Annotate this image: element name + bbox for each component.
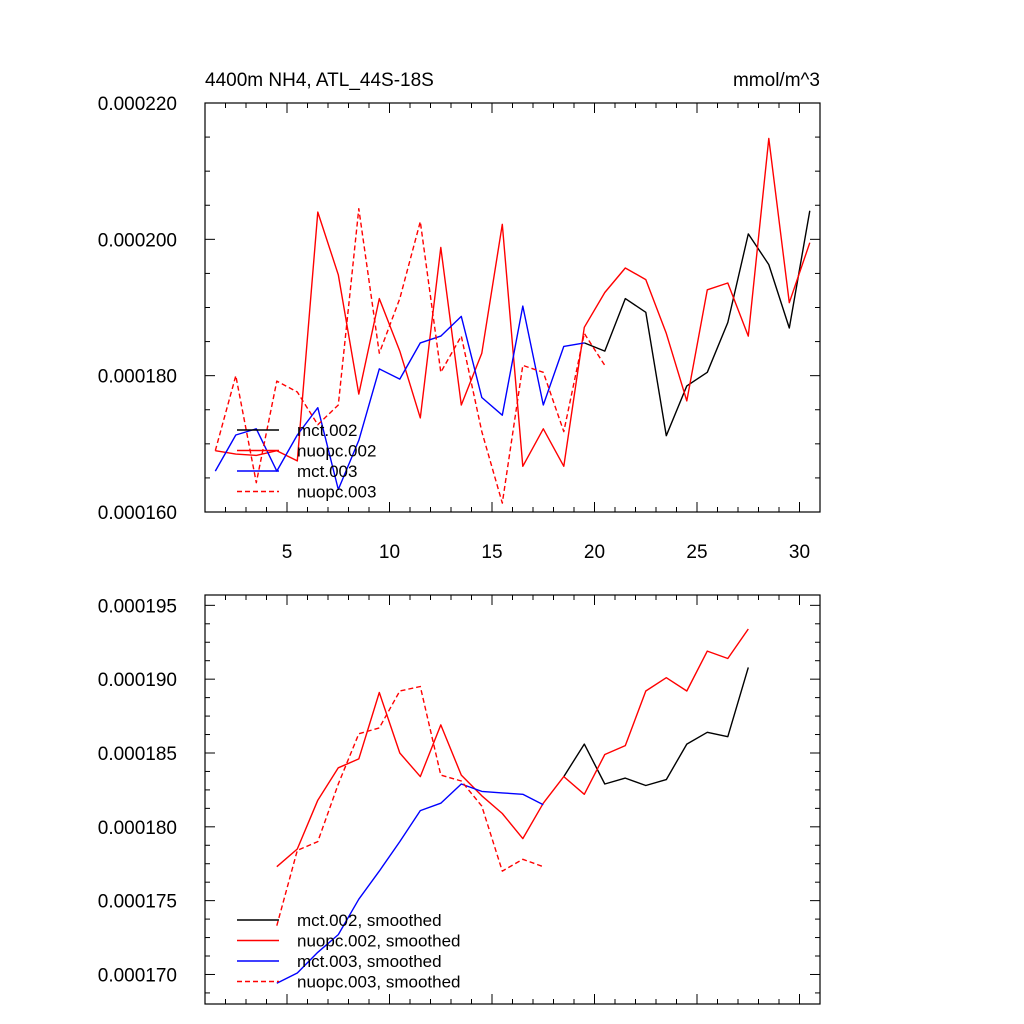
top-panel: 4400m NH4, ATL_44S-18S mmol/m^3 5 10 15 20 2… [98, 70, 821, 563]
top-x-tick-label: 15 [481, 542, 502, 563]
bottom-series-line-mct-002-smoothed [563, 667, 749, 787]
top-x-tick-label: 20 [584, 542, 605, 563]
top-y-tick-label: 0.000220 [98, 94, 177, 115]
bottom-y-tick-label: 0.000180 [98, 818, 177, 839]
top-legend-label: nuopc.002 [297, 442, 376, 461]
top-legend-label: nuopc.003 [297, 483, 376, 502]
top-chart-units: mmol/m^3 [733, 70, 820, 91]
bottom-legend-label: nuopc.002, smoothed [297, 932, 461, 951]
bottom-series-line-nuopc-002-smoothed [276, 628, 749, 868]
bottom-y-tick-label: 0.000175 [98, 892, 177, 913]
top-chart-title: 4400m NH4, ATL_44S-18S [205, 70, 434, 91]
bottom-legend-label: mct.003, smoothed [297, 952, 442, 971]
bottom-y-tick-label: 0.000185 [98, 744, 177, 765]
top-x-tick-label: 25 [686, 542, 707, 563]
top-x-tick-label: 30 [789, 542, 810, 563]
bottom-y-tick-label: 0.000195 [98, 596, 177, 617]
top-y-tick-label: 0.000160 [98, 503, 177, 524]
top-x-tick-label: 10 [379, 542, 400, 563]
bottom-legend-label: mct.002, smoothed [297, 911, 442, 930]
top-series-line-mct-003 [214, 305, 585, 491]
top-y-tick-label: 0.000180 [98, 367, 177, 388]
bottom-y-tick-label: 0.000170 [98, 965, 177, 986]
bottom-series-line-mct-003-smoothed [276, 783, 544, 984]
bottom-series-line-nuopc-003-smoothed [276, 685, 544, 926]
top-legend-label: mct.003 [297, 462, 357, 481]
bottom-y-tick-label: 0.000190 [98, 670, 177, 691]
top-legend-label: mct.002 [297, 421, 357, 440]
top-y-tick-label: 0.000200 [98, 230, 177, 251]
top-series-line-mct-002 [584, 210, 811, 437]
top-series-line-nuopc-003 [214, 207, 606, 504]
bottom-panel: 0.000170 0.000175 0.000180 0.000185 0.000190… [98, 594, 821, 1005]
bottom-legend-label: nuopc.003, smoothed [297, 973, 461, 992]
top-series-line-nuopc-002 [215, 137, 811, 467]
top-x-tick-label: 5 [282, 542, 293, 563]
